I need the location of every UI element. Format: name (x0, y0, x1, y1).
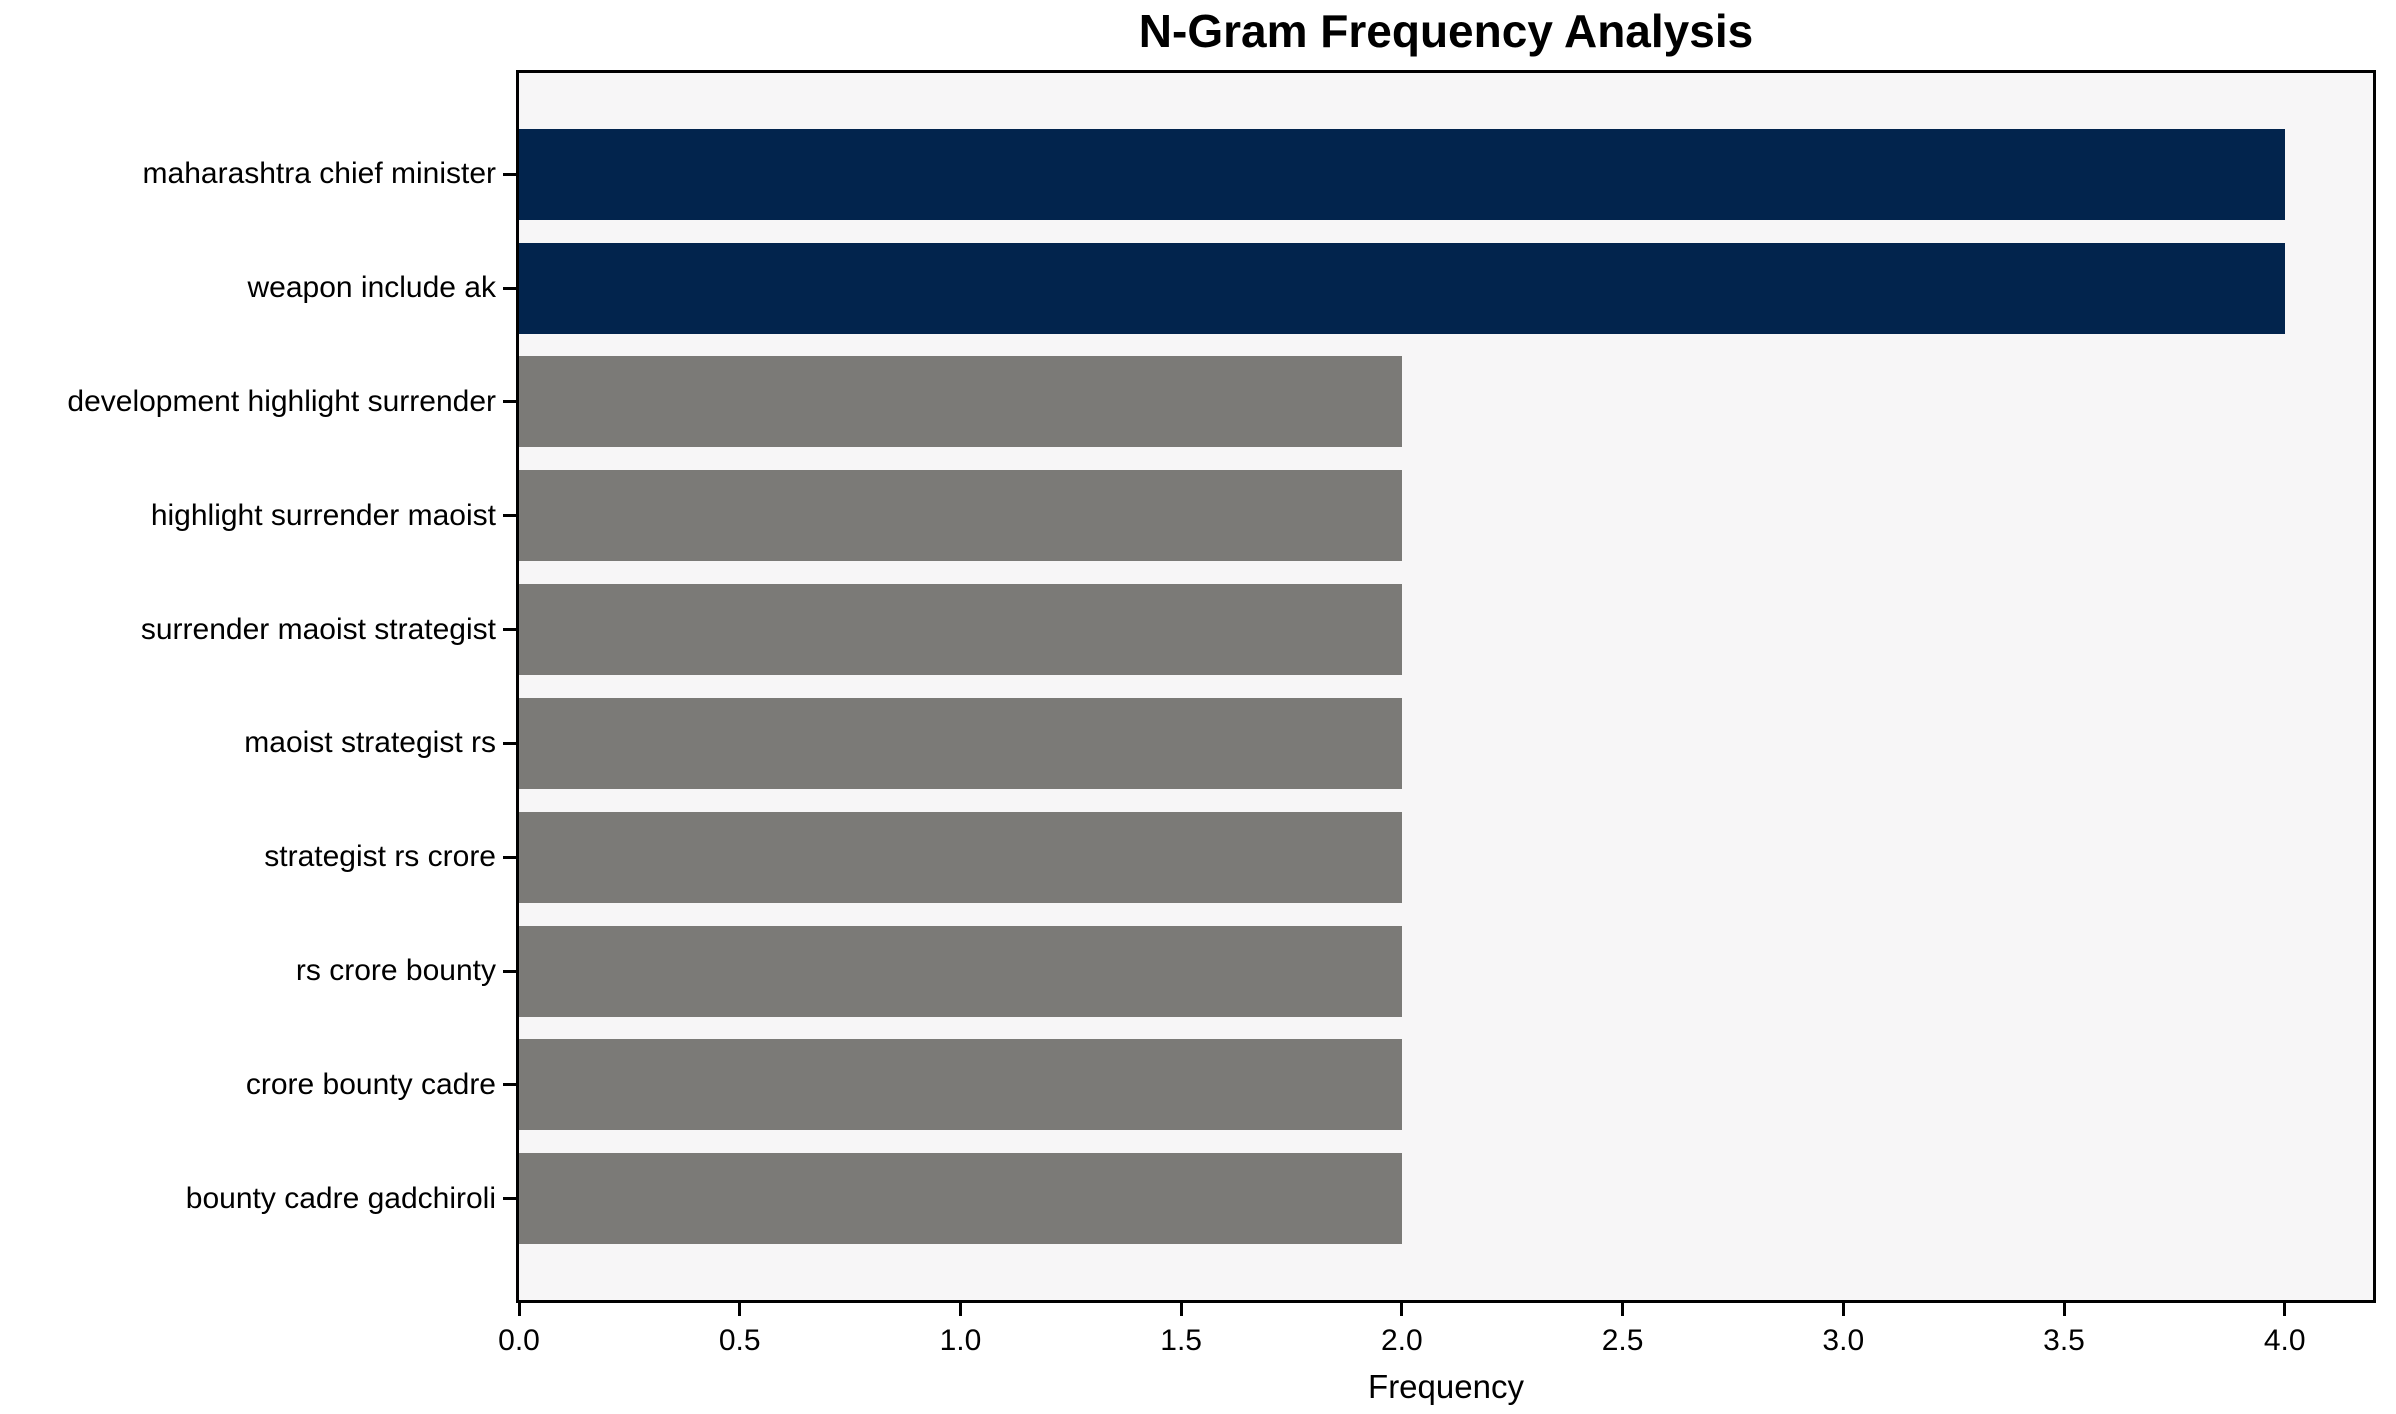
bar-4 (519, 584, 1402, 676)
y-tick (503, 172, 516, 176)
y-tick (503, 969, 516, 973)
x-tick (1841, 1303, 1845, 1316)
x-tick-label: 1.0 (939, 1324, 982, 1357)
bar-1 (519, 242, 2285, 334)
y-tick (503, 286, 516, 290)
x-tick-label: 3.0 (1822, 1324, 1865, 1357)
y-tick-label: weapon include ak (247, 271, 496, 305)
y-tick-label: crore bounty cadre (245, 1067, 496, 1101)
x-tick-label: 0.0 (498, 1324, 540, 1357)
y-tick-label: strategist rs crore (264, 840, 496, 874)
y-tick-label: maoist strategist rs (244, 726, 496, 760)
y-tick (503, 628, 516, 632)
x-tick-label: 4.0 (2263, 1324, 2306, 1357)
y-tick-label: highlight surrender maoist (150, 498, 496, 532)
x-tick (1400, 1303, 1404, 1316)
x-tick-label: 2.0 (1380, 1324, 1423, 1357)
bar-7 (519, 925, 1402, 1017)
bar-0 (519, 128, 2285, 220)
y-tick (503, 855, 516, 859)
y-tick-label: surrender maoist strategist (140, 612, 496, 646)
y-tick-label: rs crore bounty (295, 954, 496, 988)
y-tick-label: maharashtra chief minister (142, 157, 496, 191)
x-tick (517, 1303, 521, 1316)
chart-title: N-Gram Frequency Analysis (1138, 5, 1754, 57)
y-tick-label: bounty cadre gadchiroli (185, 1181, 496, 1215)
y-tick (503, 1197, 516, 1201)
x-tick-label: 1.5 (1160, 1324, 1202, 1357)
x-tick (738, 1303, 742, 1316)
bar-3 (519, 470, 1402, 562)
bar-9 (519, 1153, 1402, 1245)
bar-6 (519, 811, 1402, 903)
x-tick-label: 3.5 (2043, 1324, 2085, 1357)
y-tick (503, 400, 516, 404)
x-tick (2062, 1303, 2066, 1316)
y-tick (503, 514, 516, 518)
y-tick-label: development highlight surrender (67, 384, 496, 418)
plot-area (516, 70, 2376, 1303)
y-tick (503, 741, 516, 745)
x-tick (2283, 1303, 2287, 1316)
bar-5 (519, 697, 1402, 789)
x-tick (1179, 1303, 1183, 1316)
y-tick (503, 1083, 516, 1087)
x-tick (1621, 1303, 1625, 1316)
x-tick (958, 1303, 962, 1316)
x-axis-label: Frequency (1368, 1368, 1524, 1405)
x-tick-label: 0.5 (718, 1324, 761, 1357)
x-tick-label: 2.5 (1601, 1324, 1644, 1357)
bar-8 (519, 1039, 1402, 1131)
bar-2 (519, 356, 1402, 448)
